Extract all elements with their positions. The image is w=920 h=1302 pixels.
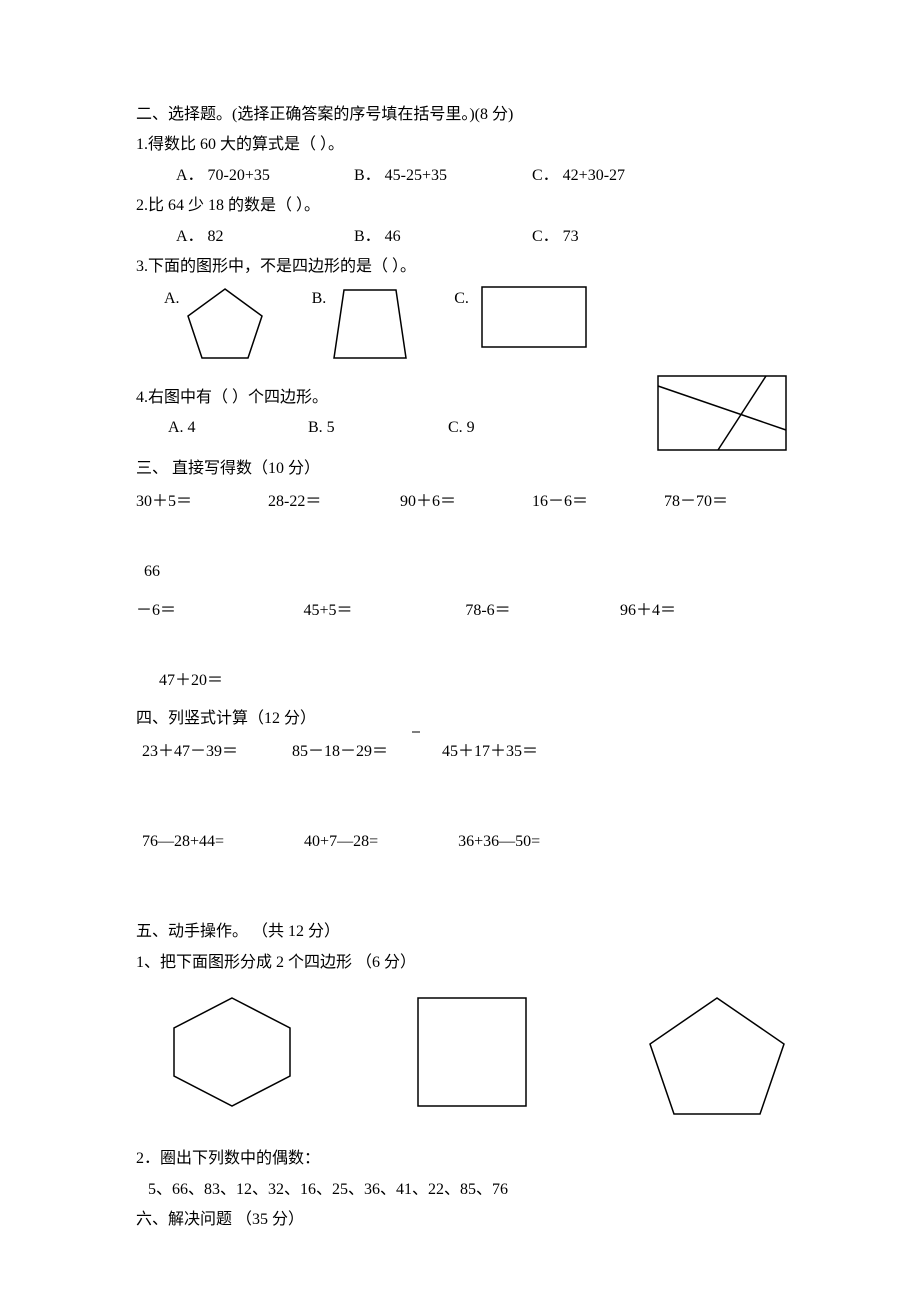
q4-text: 4.右图中有（ ）个四边形。: [136, 383, 654, 413]
q1-options: A． 70-20+35 B． 45-25+35 C． 42+30-27: [136, 161, 796, 191]
s3-i1: 28-22＝: [268, 487, 360, 517]
s4-r1-2: 45＋17＋35＝: [442, 743, 538, 760]
s3-i7: 45+5＝: [268, 596, 388, 626]
s3-i2: 90＋6＝: [400, 487, 492, 517]
q2-options: A． 82 B． 46 C． 73: [136, 222, 796, 252]
s3-i4: 78－70＝: [664, 487, 756, 517]
s4-row2: 76—28+44= 40+7—28= 36+36—50=: [136, 827, 796, 857]
s3-i0: 30＋5＝: [136, 487, 228, 517]
q1-opt-a: A． 70-20+35: [176, 161, 354, 191]
q1-opt-c: C． 42+30-27: [532, 161, 625, 191]
s3-i5: 66: [136, 557, 160, 587]
q2-text: 2.比 64 少 18 的数是（ ）。: [136, 191, 796, 221]
square-icon: [412, 992, 532, 1112]
s3-i3: 16－6＝: [532, 487, 624, 517]
q1-opt-b: B． 45-25+35: [354, 161, 532, 191]
q4-opt-b: B. 5: [308, 413, 448, 443]
q1-text: 1.得数比 60 大的算式是（ ）。: [136, 130, 796, 160]
q3-opt-a: A.: [164, 284, 180, 314]
cursor-icon: [412, 731, 420, 733]
s4-row1: 23＋47－39＝ 85－18－29＝ 45＋17＋35＝: [136, 737, 796, 767]
section-4-title: 四、列竖式计算（12 分）: [136, 704, 796, 734]
s4-r2-2: 36+36—50=: [458, 827, 540, 857]
s3-items: 30＋5＝ 28-22＝ 90＋6＝ 16－6＝ 78－70＝ 66: [136, 487, 796, 588]
section-5-title: 五、动手操作。 （共 12 分）: [136, 917, 796, 947]
q2-opt-a: A． 82: [176, 222, 354, 252]
q2-opt-b: B． 46: [354, 222, 532, 252]
s5-q2-list: 5、66、83、12、32、16、25、36、41、22、85、76: [136, 1175, 796, 1205]
s3-i8: 78-6＝: [428, 596, 548, 626]
s5-q1: 1、把下面图形分成 2 个四边形 （6 分）: [136, 948, 796, 978]
section-3-title: 三、 直接写得数（10 分）: [136, 454, 796, 484]
q4-row: 4.右图中有（ ）个四边形。 A. 4 B. 5 C. 9: [136, 372, 796, 454]
s5-shapes: [136, 992, 796, 1120]
trapezoid-icon: [326, 284, 414, 364]
q4-options: A. 4 B. 5 C. 9: [136, 413, 654, 443]
hexagon-icon: [162, 992, 302, 1112]
q4-opt-c: C. 9: [448, 413, 475, 443]
s4-r2-1: 40+7—28=: [304, 827, 378, 857]
q3-opt-b: B.: [312, 284, 327, 314]
q2-opt-c: C． 73: [532, 222, 579, 252]
s3-i6: －6＝: [136, 596, 228, 626]
s4-r1-1: 85－18－29＝: [292, 737, 388, 767]
q4-opt-a: A. 4: [168, 413, 308, 443]
s4-r2-0: 76—28+44=: [142, 827, 224, 857]
pentagon-icon: [180, 284, 270, 364]
q3-text: 3.下面的图形中，不是四边形的是（ ）。: [136, 252, 796, 282]
s3-i10: 47＋20＝: [136, 666, 246, 696]
section-6-title: 六、解决问题 （35 分）: [136, 1205, 796, 1235]
q4-figure-icon: [654, 372, 790, 454]
s3-items-2: －6＝ 45+5＝ 78-6＝ 96＋4＝ 47＋20＝: [136, 596, 796, 697]
q3-shapes: A. B. C.: [136, 284, 796, 364]
s3-i9: 96＋4＝: [588, 596, 708, 626]
s4-r1-0: 23＋47－39＝: [142, 737, 238, 767]
section-2-title: 二、选择题。(选择正确答案的序号填在括号里。)(8 分): [136, 100, 796, 130]
s5-q2-title: 2．圈出下列数中的偶数：: [136, 1144, 796, 1174]
pentagon-large-icon: [642, 992, 792, 1120]
q3-opt-c: C.: [454, 284, 469, 314]
rectangle-icon: [479, 284, 589, 350]
